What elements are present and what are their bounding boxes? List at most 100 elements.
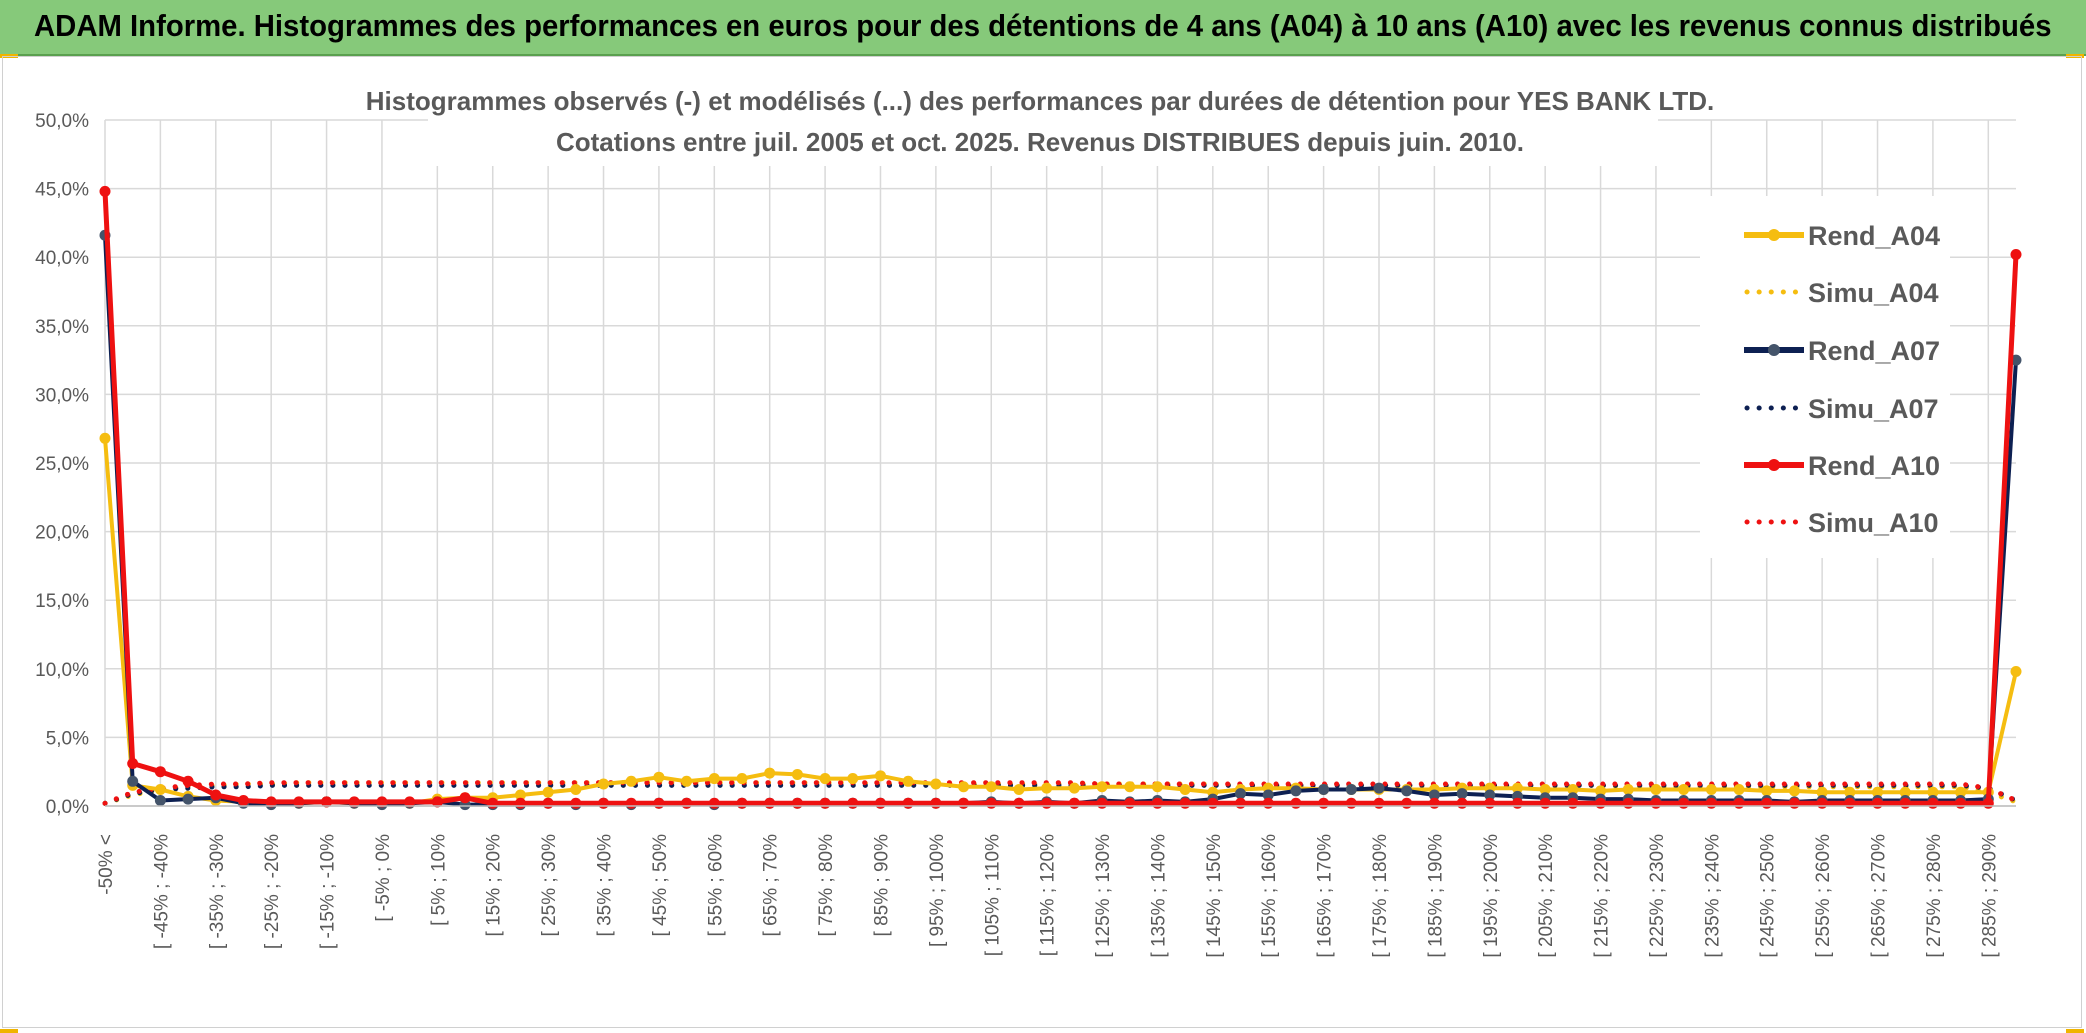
x-tick-label: [ 35% ; 40% (595, 834, 616, 937)
x-tick-label: [ 105% ; 110% (982, 834, 1003, 956)
data-point (1041, 797, 1053, 809)
x-tick-label: [ -45% ; -40% (151, 834, 172, 949)
data-point (514, 797, 526, 809)
x-tick-label: [ -5% ; 0% (373, 834, 394, 922)
data-point (459, 792, 471, 804)
data-point (847, 797, 859, 809)
y-tick-label: 30,0% (35, 385, 89, 406)
data-point (1484, 797, 1496, 809)
data-point (653, 797, 665, 809)
data-point (1511, 782, 1523, 794)
data-point (348, 796, 360, 808)
data-point (1816, 797, 1828, 809)
data-point (570, 784, 582, 796)
x-tick-label: [ 225% ; 230% (1647, 834, 1668, 958)
data-point (99, 432, 111, 444)
x-tick-label: [ 75% ; 80% (816, 834, 837, 937)
data-point (1068, 797, 1080, 809)
data-point (1844, 786, 1856, 798)
data-point (1124, 797, 1136, 809)
data-point (1761, 785, 1773, 797)
legend-marker (1768, 459, 1780, 471)
data-point (1428, 797, 1440, 809)
data-point (1899, 797, 1911, 809)
page-title: ADAM Informe. Histogrammes des performan… (34, 8, 2052, 43)
chart-title-line-1: Histogrammes observés (-) et modélisés (… (366, 86, 1714, 116)
data-point (1345, 784, 1357, 796)
data-point (1290, 785, 1302, 797)
data-point (1927, 786, 1939, 798)
data-point (1733, 797, 1745, 809)
grid-layer (104, 119, 2016, 807)
data-point (930, 778, 942, 790)
series-line-Simu_A07 (102, 782, 2019, 806)
data-point (1955, 797, 1967, 809)
x-tick-label: [ 195% ; 200% (1481, 834, 1502, 958)
x-tick-label: [ 65% ; 70% (761, 834, 782, 937)
data-point (1788, 785, 1800, 797)
data-point (625, 797, 637, 809)
x-tick-label: [ -15% ; -10% (318, 834, 339, 949)
y-tick-label: 25,0% (35, 454, 89, 475)
y-tick-label: 45,0% (35, 180, 89, 201)
data-point (902, 775, 914, 787)
y-tick-label: 40,0% (35, 248, 89, 269)
data-point (1539, 784, 1551, 796)
x-tick-label: [ 85% ; 90% (871, 834, 892, 937)
data-point (1650, 797, 1662, 809)
data-point (1318, 784, 1330, 796)
data-point (1179, 784, 1191, 796)
data-point (681, 775, 693, 787)
data-point (1401, 797, 1413, 809)
y-tick-label: 0,0% (46, 797, 89, 818)
data-point (127, 757, 139, 769)
data-point (1235, 797, 1247, 809)
legend: Rend_A04 Simu_A04 Rend_A07 Simu_A07 Rend_A10… (1700, 196, 1950, 558)
data-point (708, 773, 720, 785)
data-point (1262, 789, 1274, 801)
data-point (902, 797, 914, 809)
x-tick-label: [ 95% ; 100% (927, 834, 948, 947)
data-point (1872, 786, 1884, 798)
series-layer (99, 185, 2022, 811)
x-tick-label: [ 145% ; 150% (1204, 834, 1225, 958)
data-point (1955, 786, 1967, 798)
legend-label-Rend_A04: Rend_A04 (1808, 221, 1940, 251)
y-tick-label: 5,0% (46, 728, 89, 749)
corner-mark (0, 1029, 18, 1033)
data-point (1595, 797, 1607, 809)
data-point (1124, 781, 1136, 793)
legend-label-Simu_A10: Simu_A10 (1808, 508, 1939, 538)
data-point (1816, 786, 1828, 798)
legend-label-Rend_A07: Rend_A07 (1808, 336, 1940, 366)
data-point (487, 797, 499, 809)
x-tick-label: [ 255% ; 260% (1813, 834, 1834, 958)
data-point (1595, 785, 1607, 797)
data-point (1235, 788, 1247, 800)
data-point (598, 778, 610, 790)
x-tick-label: [ 265% ; 270% (1869, 834, 1890, 958)
data-point (1678, 784, 1690, 796)
x-tick-label: [ 55% ; 60% (705, 834, 726, 937)
data-point (1373, 782, 1385, 794)
x-tick-label: [ 125% ; 130% (1093, 834, 1114, 958)
data-point (653, 771, 665, 783)
legend-marker (1768, 229, 1780, 241)
data-point (874, 770, 886, 782)
series-line-Simu_A10 (102, 780, 2019, 806)
legend-marker (1768, 344, 1780, 356)
data-point (1705, 784, 1717, 796)
y-tick-label: 15,0% (35, 591, 89, 612)
y-tick-label: 50,0% (35, 111, 89, 132)
data-point (1401, 785, 1413, 797)
data-point (791, 768, 803, 780)
data-point (1318, 797, 1330, 809)
y-tick-label: 20,0% (35, 523, 89, 544)
corner-mark (2066, 1029, 2084, 1033)
data-point (542, 797, 554, 809)
data-point (376, 796, 388, 808)
data-point (958, 797, 970, 809)
data-point (958, 781, 970, 793)
data-point (265, 796, 277, 808)
